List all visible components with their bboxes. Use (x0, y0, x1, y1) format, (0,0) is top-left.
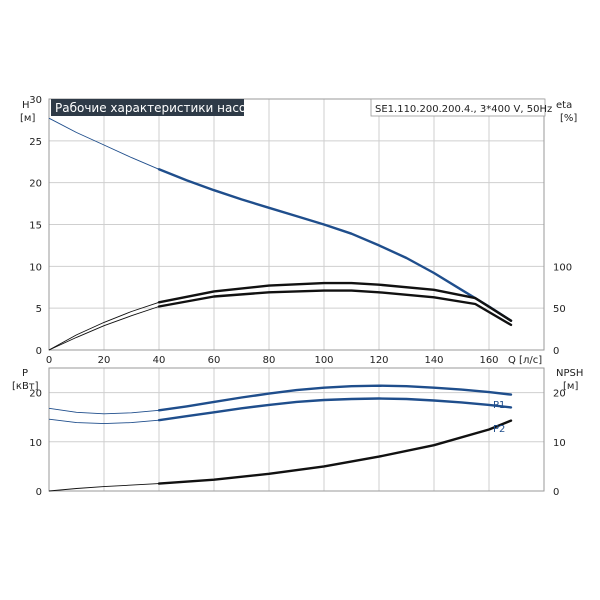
bottom-chart-ticks: 0 10 20 0 10 20 (29, 389, 565, 498)
bottom-y-tick-label: 20 (29, 389, 42, 400)
top-y-tick-label: 10 (29, 262, 42, 273)
bottom-series-2-curve-thin (48, 420, 512, 492)
top-y2-tick-label: 50 (553, 304, 566, 315)
top-x-tick-label: 0 (46, 355, 52, 366)
npsh-axis-unit: [м] (563, 381, 578, 392)
p2-curve-thin (48, 398, 512, 425)
y2-axis-unit: [%] (560, 113, 577, 124)
chart-title-background (51, 99, 244, 116)
y2-axis-label: eta (556, 100, 572, 111)
x-axis-label: Q [л/с] (508, 355, 542, 366)
bottom-y-tick-label: 0 (36, 487, 42, 498)
power-axis-label: P (22, 368, 28, 379)
top-y-tick-label: 30 (29, 95, 42, 106)
top-series-2-curve (157, 289, 513, 327)
top-series-1-curve (157, 281, 513, 322)
p1-curve-thin (48, 385, 512, 415)
top-y-tick-label: 15 (29, 221, 42, 232)
top-x-tick-label: 20 (98, 355, 111, 366)
bottom-y-tick-label: 10 (29, 438, 42, 449)
y-axis-unit: [м] (20, 113, 35, 124)
top-chart-ticks: 0 5 10 15 20 25 30 0 50 100 0 20 40 60 80 100 120 140 160 (29, 95, 572, 366)
series-label-p1: P1 (493, 400, 505, 411)
bottom-chart-curves (48, 384, 513, 492)
top-y-tick-label: 0 (36, 346, 42, 357)
top-x-tick-label: 160 (479, 355, 498, 366)
model-label: SE1.110.200.200.4., 3*400 V, 50Hz (375, 104, 552, 115)
bottom-series-2-curve (157, 419, 513, 485)
p2-curve (157, 397, 513, 422)
top-y-tick-label: 5 (36, 304, 42, 315)
top-x-tick-label: 80 (263, 355, 276, 366)
bottom-y2-tick-label: 10 (553, 438, 566, 449)
p1-curve (157, 384, 513, 412)
series-label-p2: P2 (493, 424, 505, 435)
top-chart-grid (48, 98, 545, 351)
chart-title: Рабочие характеристики насоса (55, 101, 260, 115)
y-axis-label: H (22, 100, 30, 111)
bottom-plot-frame (48, 367, 545, 492)
top-x-tick-label: 140 (424, 355, 443, 366)
top-x-tick-label: 120 (369, 355, 388, 366)
top-x-tick-label: 40 (153, 355, 166, 366)
top-plot-frame (48, 98, 545, 351)
top-y-tick-label: 20 (29, 179, 42, 190)
top-y-tick-label: 25 (29, 137, 42, 148)
model-label-background (370, 98, 546, 117)
top-y2-tick-label: 100 (553, 262, 572, 273)
top-chart-curves (48, 117, 513, 351)
top-y2-tick-label: 0 (553, 346, 559, 357)
bottom-y2-tick-label: 0 (553, 487, 559, 498)
top-x-tick-label: 100 (314, 355, 333, 366)
npsh-axis-label: NPSH (556, 368, 583, 379)
bottom-y2-tick-label: 20 (553, 389, 566, 400)
top-x-tick-label: 60 (208, 355, 221, 366)
bottom-chart-grid (48, 367, 545, 492)
power-axis-unit: [кВт] (12, 381, 39, 392)
top-series-0-curve (157, 168, 513, 322)
